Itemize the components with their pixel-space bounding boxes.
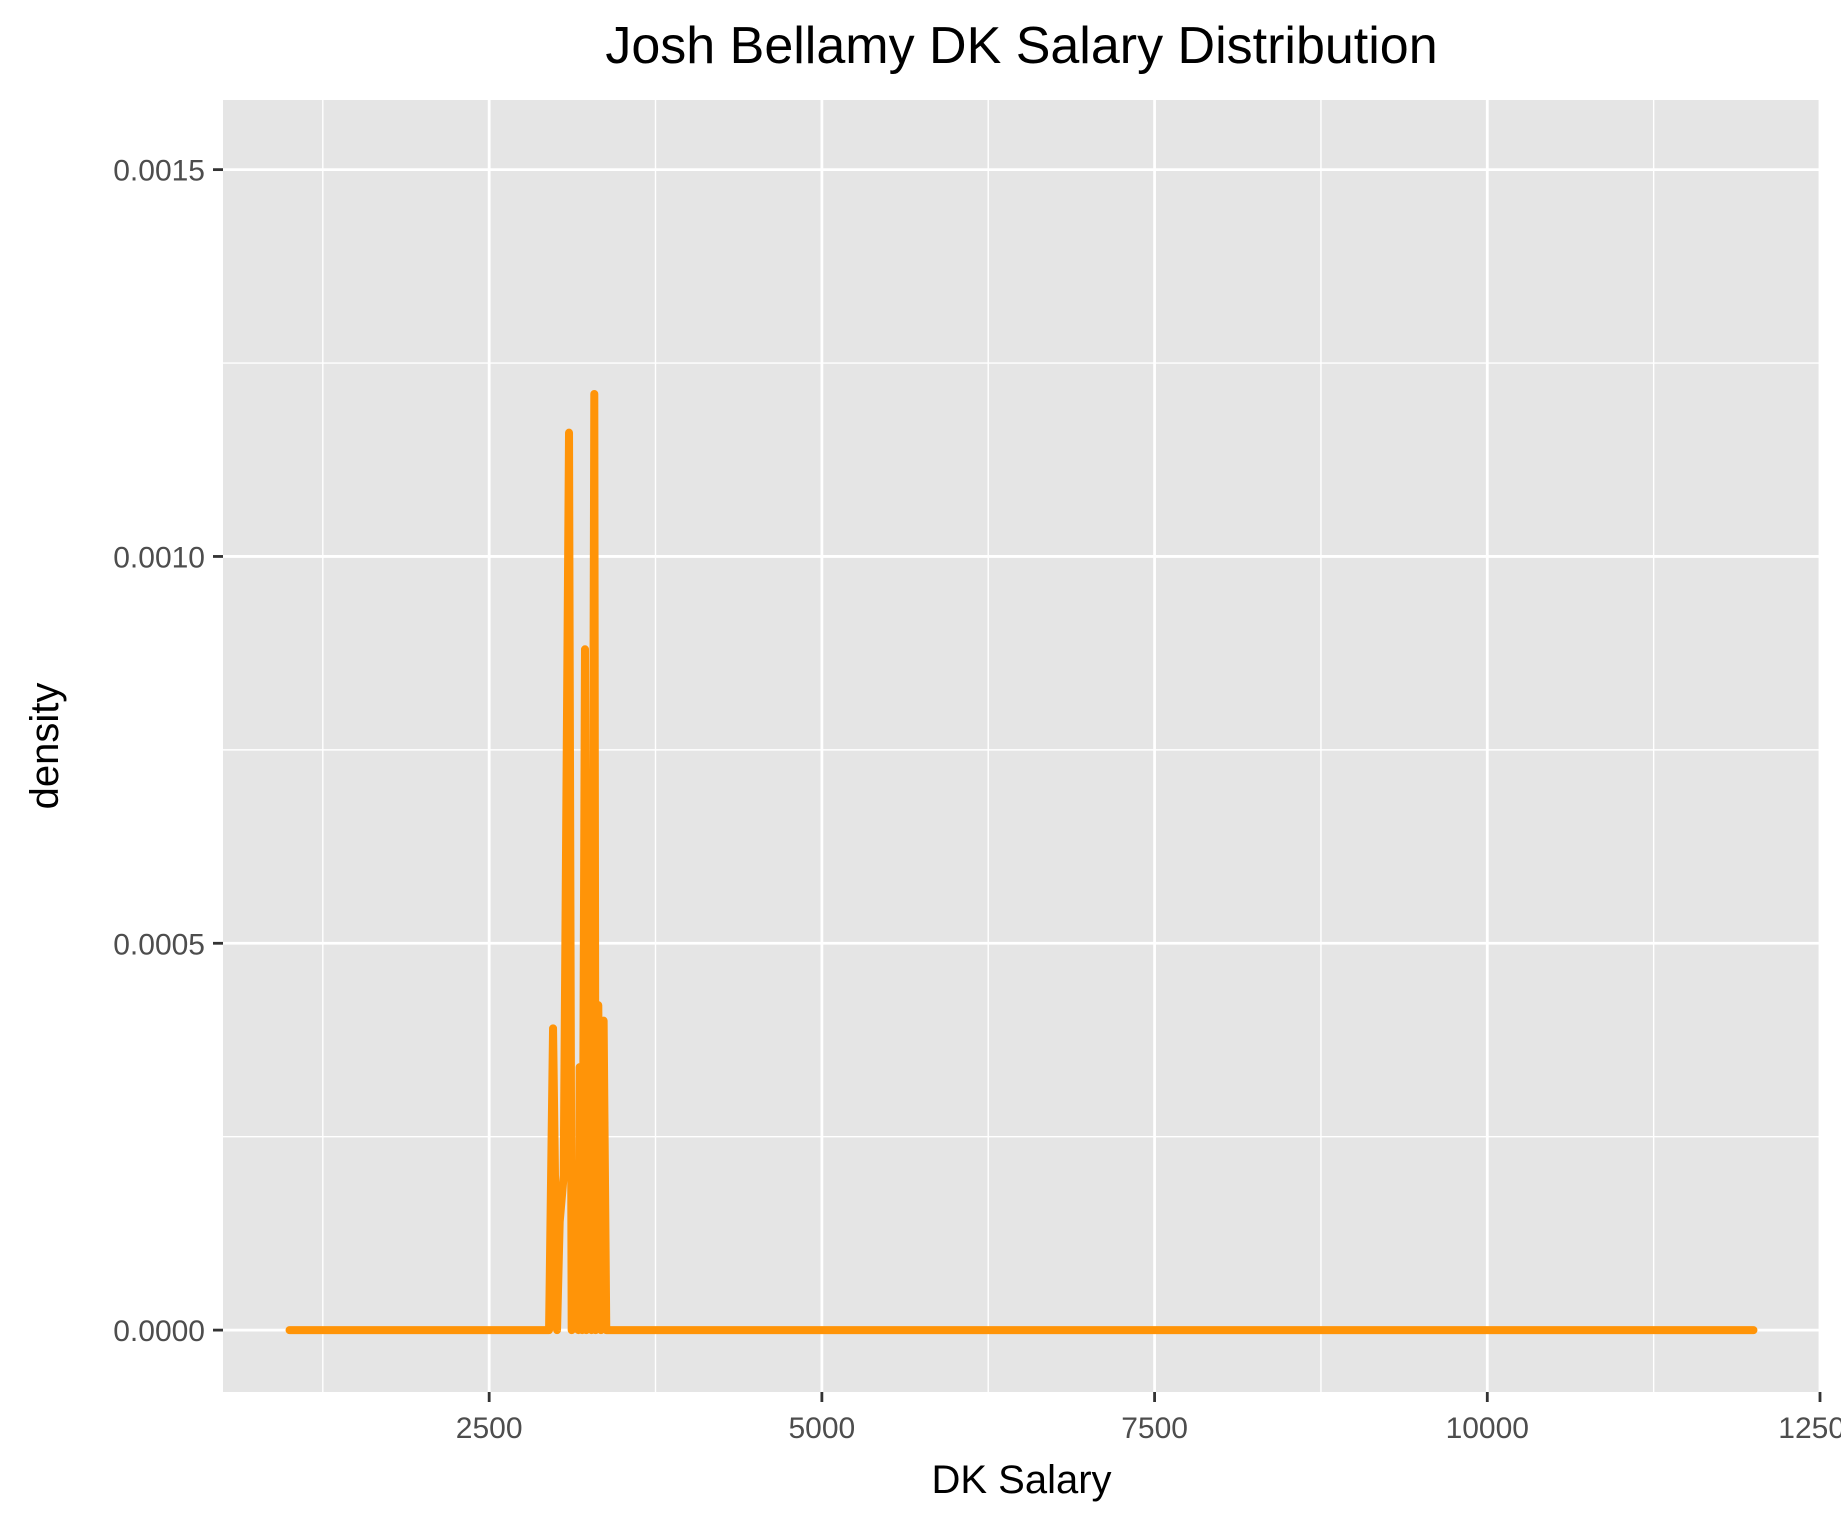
x-tick-label: 7500 <box>1121 1412 1188 1445</box>
series-layer <box>285 389 1758 1335</box>
x-axis-title: DK Salary <box>931 1458 1111 1502</box>
x-tick-label: 5000 <box>789 1412 856 1445</box>
density-line <box>285 389 1758 1335</box>
chart-title: Josh Bellamy DK Salary Distribution <box>605 17 1437 75</box>
x-tick-label: 2500 <box>456 1412 523 1445</box>
y-tick-label: 0.0000 <box>113 1315 205 1348</box>
y-tick-label: 0.0010 <box>113 541 205 574</box>
y-axis-title: density <box>23 683 67 810</box>
panel <box>223 100 1822 1392</box>
panel-background <box>223 100 1820 1392</box>
y-tick-label: 0.0005 <box>113 928 205 961</box>
x-tick-label: 10000 <box>1446 1412 1529 1445</box>
y-tick-label: 0.0015 <box>113 155 205 188</box>
y-axis: 0.0000 0.0005 0.0010 0.0015 <box>113 155 223 1348</box>
